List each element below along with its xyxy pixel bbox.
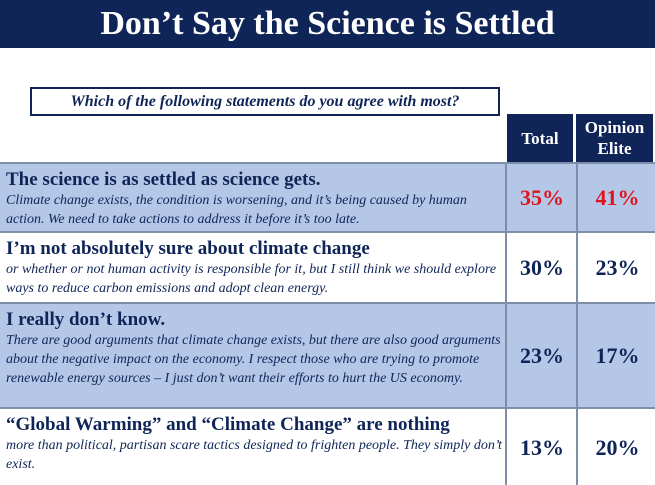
row-body: Climate change exists, the condition is …	[6, 193, 467, 227]
percent-cell: 13%	[505, 409, 577, 485]
question: Which of the following statements do you…	[30, 87, 500, 116]
column-header: Opinion Elite	[576, 114, 653, 162]
percent-cell: 30%	[505, 233, 577, 302]
row-title: I really don’t know.	[6, 309, 166, 330]
table-row: The science is as settled as science get…	[0, 162, 655, 231]
column-header: Total	[507, 114, 573, 162]
percent-cell: 17%	[576, 304, 655, 407]
row-text: The science is as settled as science get…	[6, 168, 502, 229]
row-title: The science is as settled as science get…	[6, 169, 321, 190]
table-row: I really don’t know. There are good argum…	[0, 302, 655, 407]
row-text: I’m not absolutely sure about climate ch…	[6, 237, 502, 298]
table-row: I’m not absolutely sure about climate ch…	[0, 231, 655, 302]
percent-cell: 41%	[576, 164, 655, 231]
row-body: or whether or not human activity is resp…	[6, 262, 497, 296]
title: Don’t Say the Science is Settled	[0, 0, 655, 48]
row-title: I’m not absolutely sure about climate ch…	[6, 238, 370, 259]
row-text: “Global Warming” and “Climate Change” ar…	[6, 413, 502, 474]
percent-cell: 35%	[505, 164, 577, 231]
column-header-text: Opinion Elite	[584, 118, 645, 158]
row-title: “Global Warming” and “Climate Change” ar…	[6, 414, 450, 435]
row-text: I really don’t know. There are good argum…	[6, 308, 502, 388]
table-row: “Global Warming” and “Climate Change” ar…	[0, 407, 655, 485]
percent-cell: 23%	[576, 233, 655, 302]
percent-cell: 23%	[505, 304, 577, 407]
row-body: There are good arguments that climate ch…	[6, 333, 501, 386]
row-body: more than political, partisan scare tact…	[6, 438, 502, 472]
percent-cell: 20%	[576, 409, 655, 485]
